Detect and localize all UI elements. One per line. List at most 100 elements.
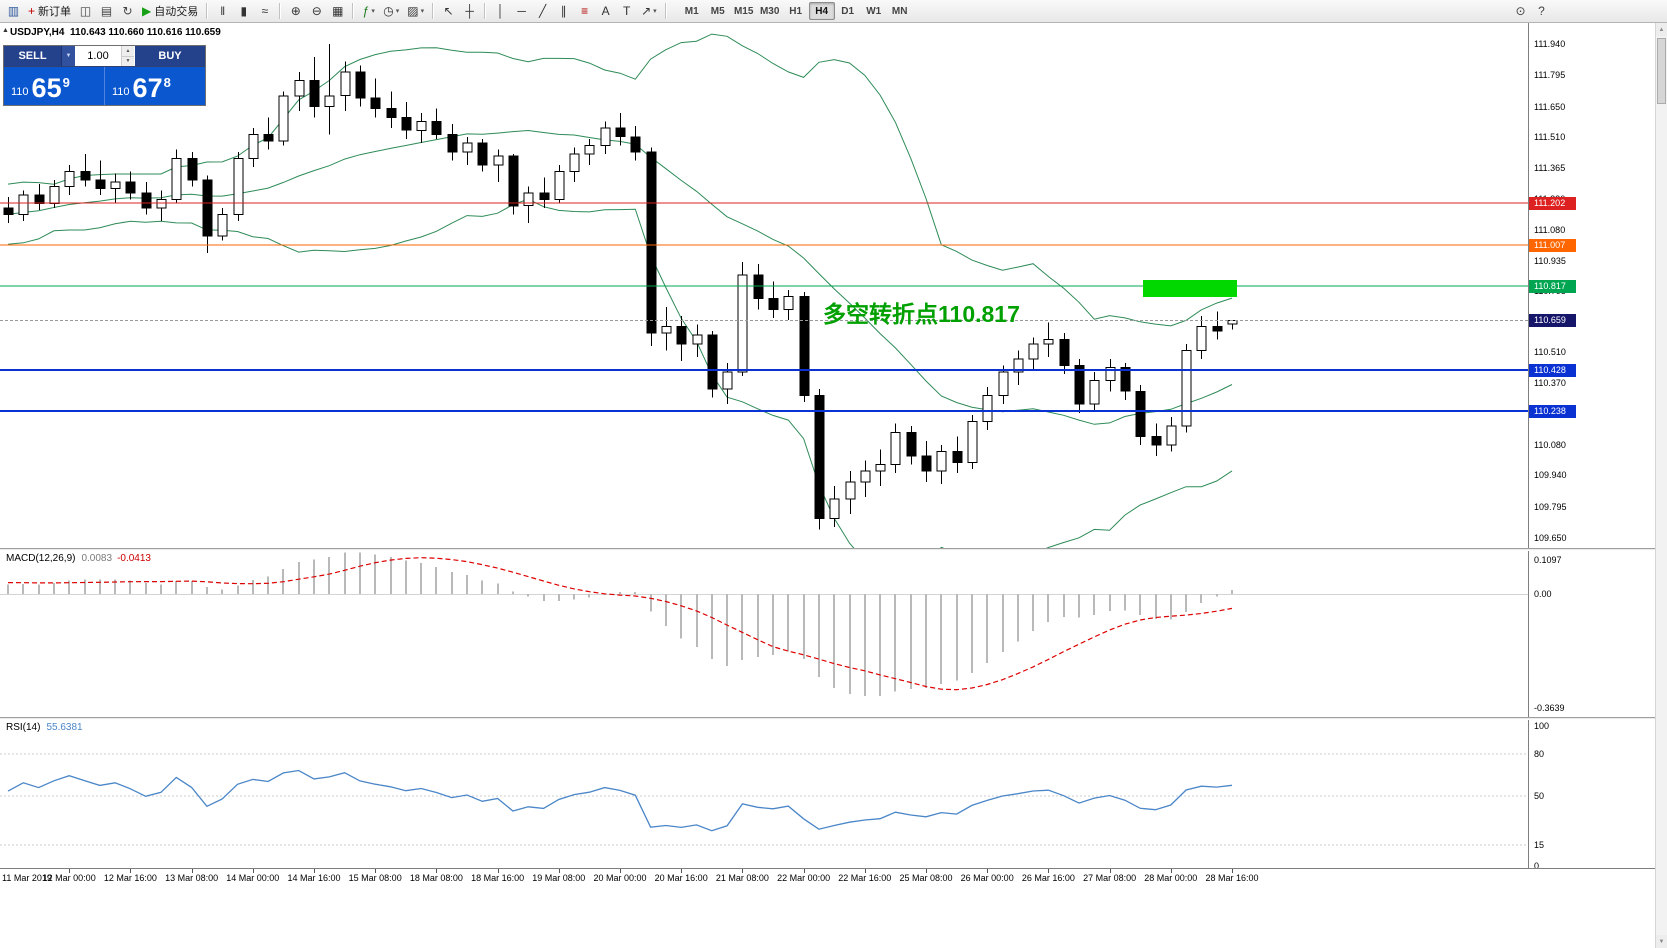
templates-icon[interactable]: ▨ ▾ — [407, 4, 425, 18]
volume-input[interactable] — [75, 46, 121, 66]
bull-candle — [294, 80, 305, 97]
bull-candle — [248, 134, 259, 159]
arrows-icon[interactable]: ↗ ▾ — [641, 4, 657, 18]
line-chart-icon[interactable]: ≈ — [261, 4, 269, 18]
time-axis-tick — [1048, 869, 1049, 873]
channel-icon[interactable]: ∥ — [560, 4, 567, 18]
bull-candle — [554, 170, 565, 200]
new-order-button[interactable]: + 新订单 — [28, 4, 72, 18]
timeframe-button-h4[interactable]: H4 — [808, 2, 835, 20]
timeframe-button-w1[interactable]: W1 — [866, 5, 882, 17]
bear-candle — [386, 108, 397, 118]
timeframe-button-m30[interactable]: M30 — [759, 5, 780, 17]
bear-candle — [125, 181, 136, 194]
bar-chart-icon[interactable]: ‖ — [220, 4, 226, 18]
timeframe-button-m5[interactable]: M5 — [710, 5, 725, 17]
buy-price-button[interactable]: 110 67 8 — [105, 67, 205, 105]
time-axis-label: 22 Mar 16:00 — [838, 873, 892, 883]
time-axis[interactable]: 11 Mar 2019 12 Mar 00:00 12 Mar 16:00 13 Ma… — [0, 868, 1667, 948]
autotrading-button[interactable]: ▶ 自动交易 — [142, 4, 199, 18]
volume-increase-button[interactable]: ▲ — [122, 46, 134, 57]
bear-candle — [630, 136, 641, 153]
symbol-ohlc-label: USDJPY,H4 110.643 110.660 110.616 110.65… — [10, 27, 221, 38]
macd-signal-value: -0.0413 — [117, 553, 151, 564]
fibonacci-icon[interactable]: ≡ — [581, 4, 589, 18]
volume-decrease-button[interactable]: ▼ — [122, 56, 134, 66]
bear-candle — [707, 334, 718, 390]
sell-price-button[interactable]: 110 65 9 — [4, 67, 104, 105]
profiles-icon[interactable]: ▤ — [100, 4, 113, 18]
bull-candle — [1105, 367, 1116, 381]
axis-tick-label: 111.940 — [1534, 39, 1566, 49]
macd-title: MACD(12,26,9) — [6, 553, 76, 564]
macd-canvas[interactable] — [0, 551, 1528, 717]
time-axis-tick — [130, 869, 131, 873]
axis-tick-label: 100 — [1534, 721, 1550, 731]
panel-splitter[interactable] — [0, 717, 1667, 720]
rsi-canvas[interactable] — [0, 720, 1528, 868]
sell-pipette: 9 — [62, 75, 70, 90]
time-axis-tick — [620, 869, 621, 873]
ohlc-values: 110.643 110.660 110.616 110.659 — [70, 27, 221, 38]
axis-tick-label: -0.3639 — [1534, 702, 1565, 713]
axis-tick-label: 111.365 — [1534, 163, 1566, 174]
scrollbar-up-button[interactable]: ▲ — [1656, 23, 1667, 36]
bull-candle — [523, 192, 534, 207]
time-axis-tick — [192, 869, 193, 873]
horizontal-line-icon[interactable]: ─ — [517, 4, 526, 18]
timeframe-button-m1[interactable]: M1 — [684, 5, 699, 17]
time-axis-label: 18 Mar 16:00 — [471, 873, 525, 883]
buy-button[interactable]: BUY — [135, 46, 205, 66]
bull-candle — [737, 274, 748, 373]
price-chart-canvas[interactable] — [0, 23, 1528, 548]
price-divider — [104, 67, 105, 105]
zoom-out-icon[interactable]: ⊖ — [311, 4, 322, 18]
bear-candle — [141, 192, 152, 209]
candlestick-chart-icon[interactable]: ▮ — [240, 4, 248, 18]
time-axis-label: 26 Mar 00:00 — [960, 873, 1014, 883]
indicators-icon[interactable]: ƒ ▾ — [362, 4, 375, 18]
sell-big-figure: 110 — [11, 86, 29, 98]
timeframe-button-d1[interactable]: D1 — [841, 5, 855, 17]
vertical-scrollbar[interactable]: ▲ ▼ — [1655, 23, 1667, 948]
bear-candle — [263, 134, 274, 142]
time-axis-label: 20 Mar 00:00 — [593, 873, 647, 883]
time-axis-tick — [314, 869, 315, 873]
vertical-line-icon[interactable]: │ — [496, 4, 505, 18]
label-icon[interactable]: T — [622, 4, 631, 18]
one-click-panel-toggle-icon[interactable]: ▲ — [2, 27, 9, 34]
axis-tick-label: 111.795 — [1534, 70, 1566, 81]
help-icon[interactable]: ? — [1538, 4, 1545, 18]
crosshair-icon[interactable]: ┼ — [465, 4, 474, 18]
bear-candle — [477, 142, 488, 166]
timeframe-button-m15[interactable]: M15 — [733, 5, 754, 17]
trendline-icon[interactable]: ╱ — [538, 4, 547, 18]
bollinger-upper-band — [7, 33, 1233, 327]
highlight-rectangle[interactable] — [1143, 280, 1237, 297]
bear-candle — [921, 455, 932, 472]
scrollbar-down-button[interactable]: ▼ — [1656, 935, 1667, 948]
zoom-in-icon[interactable]: ⊕ — [290, 4, 301, 18]
sell-button[interactable]: SELL — [4, 46, 61, 66]
rsi-label: RSI(14) 55.6381 — [6, 722, 83, 733]
search-icon[interactable]: ⊙ — [1515, 4, 1526, 18]
time-axis-label: 13 Mar 08:00 — [165, 873, 219, 883]
price-level-badge: 110.817 — [1529, 279, 1576, 293]
scrollbar-thumb[interactable] — [1657, 38, 1666, 104]
terminal-icon[interactable]: ▥ — [7, 4, 20, 18]
time-axis-label: 26 Mar 16:00 — [1021, 873, 1075, 883]
refresh-icon[interactable]: ↻ — [122, 4, 133, 18]
tile-windows-icon[interactable]: ▦ — [332, 4, 344, 18]
periods-icon[interactable]: ◷ ▾ — [383, 4, 400, 18]
text-icon[interactable]: A — [601, 4, 610, 18]
timeframe-button-h1[interactable]: H1 — [789, 5, 803, 17]
annotation-text[interactable]: 多空转折点110.817 — [823, 301, 1020, 327]
price-axis[interactable]: 111.940 111.795 111.650 111.510 111.365 111.2… — [1528, 23, 1655, 871]
bull-candle — [569, 153, 580, 172]
panel-splitter[interactable] — [0, 548, 1667, 551]
symbol-period: USDJPY,H4 — [10, 27, 65, 38]
timeframe-button-mn[interactable]: MN — [891, 5, 908, 17]
chart-window-icon[interactable]: ◫ — [79, 4, 92, 18]
cursor-icon[interactable]: ↖ — [443, 4, 454, 18]
order-settings-dropdown[interactable]: ▼ — [61, 46, 75, 66]
